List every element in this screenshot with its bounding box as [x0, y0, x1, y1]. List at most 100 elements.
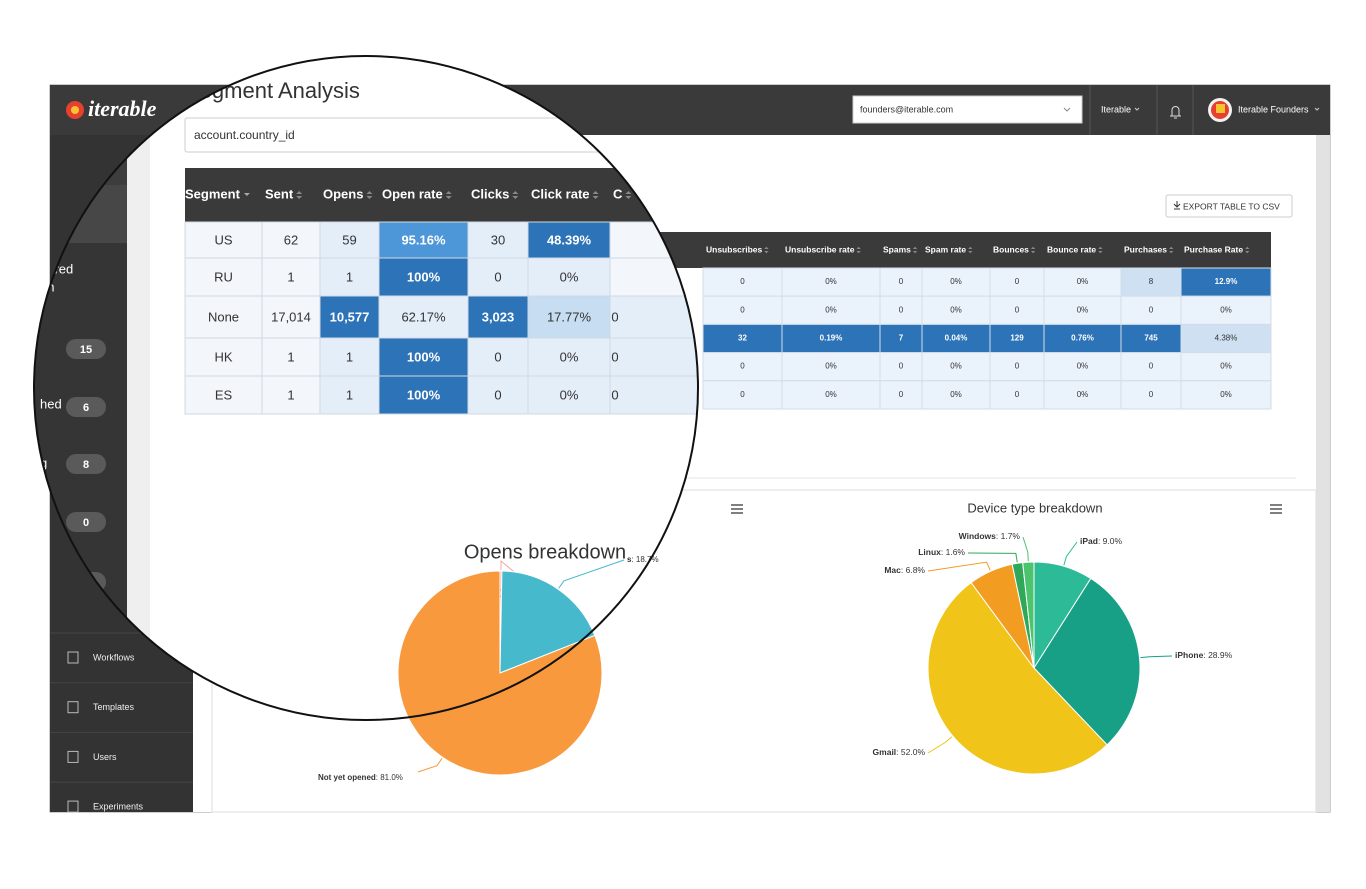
export-button[interactable]: [1165, 194, 1293, 218]
slice-value-label: : 6.8%: [901, 565, 926, 575]
chart-title: Device type breakdown: [967, 500, 1102, 515]
column-header[interactable]: Bounces: [993, 244, 1029, 254]
column-header[interactable]: Click rate: [531, 186, 590, 201]
table-cell: [184, 375, 263, 415]
scrollbar: [1316, 135, 1330, 812]
cell-text: 4.38%: [1215, 334, 1238, 343]
table-header: [185, 168, 698, 222]
cell-text: 0%: [560, 387, 579, 402]
cell-text: 0: [740, 277, 745, 286]
cell-text: 0: [1149, 362, 1154, 371]
cell-text: 0: [740, 390, 745, 399]
pie-slice: [499, 570, 596, 674]
cell-text: 0%: [825, 390, 837, 399]
chart-menu[interactable]: [1270, 504, 1282, 514]
sidebar-item[interactable]: Workflows: [93, 652, 135, 662]
cell-text: 0%: [950, 362, 962, 371]
table-cell: [527, 295, 611, 339]
column-header[interactable]: Unsubscribes: [706, 244, 762, 254]
table-cell: [609, 295, 698, 339]
cell-text: 0: [1015, 305, 1020, 314]
column-header[interactable]: Open rate: [382, 186, 443, 201]
table-cell: [319, 257, 380, 297]
cell-text: 0: [1015, 362, 1020, 371]
table-cell: [319, 375, 380, 415]
sidebar-item[interactable]: Experiments: [93, 801, 144, 811]
cell-text: 0%: [560, 349, 579, 364]
table-cell: [1180, 380, 1272, 410]
cell-text: 0%: [1220, 362, 1232, 371]
table-cell: [781, 295, 881, 325]
sidebar-item[interactable]: Templates: [93, 702, 135, 712]
cell-text: 0%: [1077, 390, 1089, 399]
table-cell: [702, 295, 783, 325]
export-button-text: EXPORT TABLE TO CSV: [1183, 201, 1280, 211]
column-header[interactable]: Opens: [323, 186, 363, 201]
sort-icon: [1098, 246, 1103, 254]
cell-text: 95.16%: [401, 232, 446, 247]
slice-name: iPad: [1080, 536, 1098, 546]
column-header[interactable]: Unsubscribe rate: [785, 244, 855, 254]
table-cell: [1120, 352, 1182, 382]
slice-value-label: : 28.9%: [1203, 650, 1232, 660]
leader-line: [558, 559, 625, 589]
slice-name: s: [627, 555, 632, 564]
project-select[interactable]: [852, 95, 1083, 124]
cell-text: ES: [215, 387, 233, 402]
table-cell: [378, 295, 469, 339]
table-cell: [702, 352, 783, 382]
slice-value-label: : 52.0%: [896, 747, 925, 757]
chart-menu[interactable]: [731, 504, 743, 514]
leader-line: [1022, 536, 1029, 562]
column-header[interactable]: Purchase Rate: [1184, 244, 1243, 254]
table-cell: [879, 380, 923, 410]
sidebar-icon: [67, 701, 79, 714]
cell-text: RU: [214, 269, 233, 284]
leader-line: [927, 736, 953, 754]
sidebar-icon: [67, 651, 79, 664]
column-header[interactable]: Spam rate: [925, 244, 966, 254]
user-menu[interactable]: Iterable Founders: [1238, 104, 1309, 114]
table-cell: [261, 375, 321, 415]
column-header[interactable]: Sent: [265, 186, 294, 201]
cell-text: 0: [1149, 305, 1154, 314]
column-header[interactable]: Bounce rate: [1047, 244, 1096, 254]
column-header[interactable]: Spams: [883, 244, 911, 254]
cell-text: 0: [1015, 390, 1020, 399]
sort-caret: [243, 193, 250, 196]
column-header[interactable]: C: [613, 186, 623, 201]
table-cell: [527, 375, 611, 415]
cell-text: 0%: [825, 277, 837, 286]
slice-label: iPad: 9.0%: [1080, 536, 1122, 546]
sort-icon: [1030, 246, 1036, 254]
sidebar-item[interactable]: Users: [93, 752, 117, 762]
avatar-icon-shape: [1216, 104, 1225, 113]
table-cell: [921, 323, 991, 354]
cell-text: 62.17%: [401, 309, 446, 324]
cell-text: 10,577: [330, 309, 370, 324]
metrics-table: sion rateUnsubscribesUnsubscribe rateSpa…: [612, 232, 1272, 410]
table-cell: [378, 257, 469, 297]
notifications-bell[interactable]: [1170, 106, 1181, 119]
cell-text: 8: [1149, 277, 1154, 286]
cell-text: 100%: [407, 269, 441, 284]
column-header[interactable]: Purchases: [1124, 244, 1167, 254]
column-header[interactable]: Clicks: [471, 186, 509, 201]
charts: Opens breakdownBounces: 0.3%s: 18.7%Not …: [318, 500, 1233, 782]
cell-text: 0: [1015, 277, 1020, 286]
cell-text: 0%: [825, 362, 837, 371]
table-cell: [781, 267, 881, 297]
cell-text: 100%: [407, 349, 441, 364]
table-cell: [989, 352, 1045, 382]
sort-icon: [592, 191, 599, 199]
column-header[interactable]: Segment: [185, 186, 241, 201]
table-cell: [467, 295, 529, 339]
leader-line: [417, 757, 443, 773]
org-menu[interactable]: Iterable: [1101, 104, 1131, 114]
table-cell: [467, 257, 529, 297]
slice-name: Windows: [959, 531, 996, 541]
sort-icon: [625, 191, 632, 199]
cell-text: 0%: [950, 305, 962, 314]
cell-text: 30: [491, 232, 505, 247]
table-cell: [261, 221, 321, 259]
